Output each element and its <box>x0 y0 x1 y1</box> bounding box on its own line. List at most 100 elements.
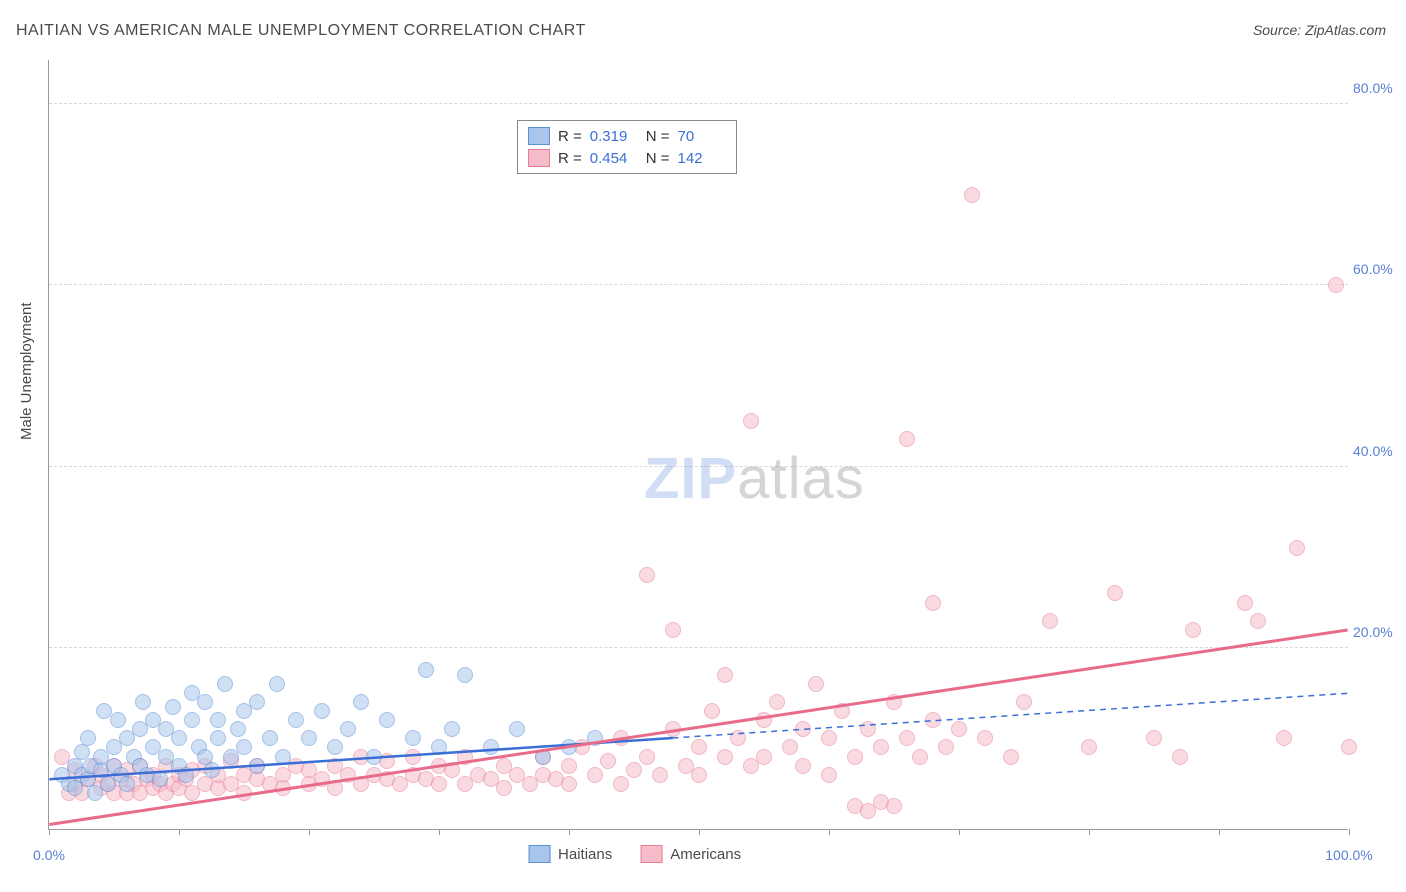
scatter-point <box>152 771 168 787</box>
scatter-point <box>110 712 126 728</box>
scatter-point <box>1146 730 1162 746</box>
scatter-point <box>509 721 525 737</box>
scatter-point <box>756 749 772 765</box>
n-value: 142 <box>678 150 726 167</box>
scatter-point <box>353 694 369 710</box>
scatter-point <box>217 676 233 692</box>
scatter-point <box>1172 749 1188 765</box>
chart-title: HAITIAN VS AMERICAN MALE UNEMPLOYMENT CO… <box>16 22 586 40</box>
scatter-point <box>977 730 993 746</box>
scatter-point <box>457 749 473 765</box>
scatter-point <box>561 758 577 774</box>
scatter-point <box>405 730 421 746</box>
r-value: 0.454 <box>590 150 638 167</box>
y-tick-label: 80.0% <box>1353 80 1406 96</box>
gridline <box>49 466 1348 467</box>
scatter-point <box>178 767 194 783</box>
y-tick-label: 20.0% <box>1353 624 1406 640</box>
scatter-point <box>717 667 733 683</box>
scatter-point <box>951 721 967 737</box>
scatter-point <box>873 739 889 755</box>
scatter-point <box>535 749 551 765</box>
scatter-point <box>496 780 512 796</box>
scatter-point <box>561 776 577 792</box>
legend-label: Haitians <box>558 846 612 863</box>
gridline <box>49 284 1348 285</box>
scatter-point <box>431 776 447 792</box>
stats-row: R =0.319N =70 <box>528 125 726 147</box>
scatter-point <box>230 721 246 737</box>
scatter-point <box>587 767 603 783</box>
legend-label: Americans <box>670 846 741 863</box>
scatter-point <box>457 667 473 683</box>
x-tick <box>569 829 570 835</box>
scatter-point <box>613 776 629 792</box>
x-tick <box>699 829 700 835</box>
scatter-point <box>587 730 603 746</box>
scatter-point <box>639 567 655 583</box>
scatter-point <box>899 730 915 746</box>
r-label: R = <box>558 150 582 167</box>
correlation-stats-box: R =0.319N =70R =0.454N =142 <box>517 120 737 174</box>
scatter-point <box>96 703 112 719</box>
scatter-chart: ZIPatlas R =0.319N =70R =0.454N =142 Hai… <box>48 60 1348 830</box>
scatter-point <box>80 730 96 746</box>
scatter-point <box>821 730 837 746</box>
x-tick <box>309 829 310 835</box>
scatter-point <box>1016 694 1032 710</box>
scatter-point <box>269 676 285 692</box>
x-tick <box>179 829 180 835</box>
scatter-point <box>1341 739 1357 755</box>
stats-row: R =0.454N =142 <box>528 147 726 169</box>
scatter-point <box>756 712 772 728</box>
x-tick <box>49 829 50 835</box>
scatter-point <box>613 730 629 746</box>
n-label: N = <box>646 128 670 145</box>
x-tick-label: 100.0% <box>1325 847 1372 863</box>
watermark: ZIPatlas <box>644 445 865 512</box>
scatter-point <box>366 749 382 765</box>
scatter-point <box>691 739 707 755</box>
scatter-point <box>639 749 655 765</box>
scatter-point <box>1276 730 1292 746</box>
scatter-point <box>795 758 811 774</box>
scatter-point <box>561 739 577 755</box>
scatter-point <box>912 749 928 765</box>
scatter-point <box>1042 613 1058 629</box>
x-tick-label: 0.0% <box>33 847 65 863</box>
x-tick <box>1349 829 1350 835</box>
scatter-point <box>1289 540 1305 556</box>
scatter-point <box>171 730 187 746</box>
scatter-point <box>165 699 181 715</box>
scatter-point <box>769 694 785 710</box>
scatter-point <box>691 767 707 783</box>
scatter-point <box>249 694 265 710</box>
scatter-point <box>665 622 681 638</box>
scatter-point <box>405 749 421 765</box>
scatter-point <box>444 721 460 737</box>
r-value: 0.319 <box>590 128 638 145</box>
scatter-point <box>730 730 746 746</box>
legend-item: Americans <box>640 845 741 863</box>
scatter-point <box>184 712 200 728</box>
scatter-point <box>782 739 798 755</box>
x-tick <box>439 829 440 835</box>
y-tick-label: 40.0% <box>1353 443 1406 459</box>
scatter-point <box>340 721 356 737</box>
gridline <box>49 103 1348 104</box>
scatter-point <box>314 703 330 719</box>
x-tick <box>1089 829 1090 835</box>
scatter-point <box>1250 613 1266 629</box>
series-swatch <box>528 149 550 167</box>
scatter-point <box>444 762 460 778</box>
scatter-point <box>210 712 226 728</box>
source-attribution: Source: ZipAtlas.com <box>1253 22 1386 38</box>
scatter-point <box>925 595 941 611</box>
y-axis-label: Male Unemployment <box>18 302 35 440</box>
scatter-point <box>886 798 902 814</box>
scatter-point <box>249 758 265 774</box>
scatter-point <box>665 721 681 737</box>
scatter-point <box>301 730 317 746</box>
scatter-point <box>808 676 824 692</box>
x-tick <box>959 829 960 835</box>
